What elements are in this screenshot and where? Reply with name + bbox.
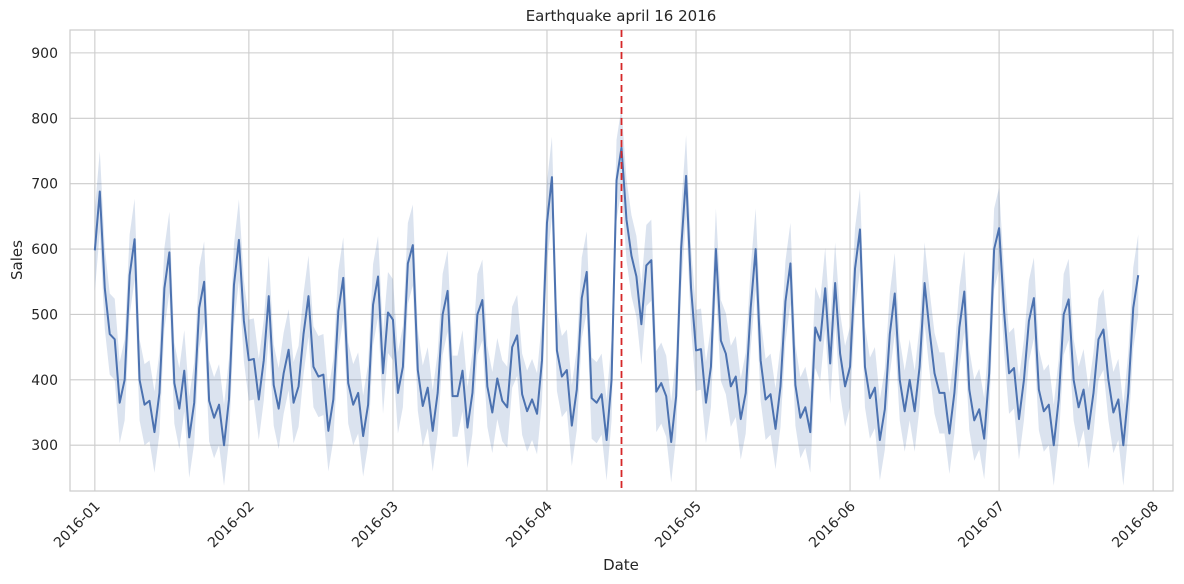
- x-tick-label: 2016-04: [503, 498, 556, 551]
- sales-line: [93, 146, 1140, 447]
- x-tick-label: 2016-05: [652, 499, 705, 552]
- x-tick-label: 2016-02: [205, 499, 258, 552]
- y-tick-label: 600: [31, 242, 58, 258]
- y-axis-title: Sales: [8, 240, 26, 280]
- y-tick-label: 900: [31, 46, 58, 62]
- plot-area: 300 400 500 600 700 800 900 2016-01 2016-02 2016-…: [31, 29, 1174, 552]
- y-tick-label: 800: [31, 111, 58, 127]
- x-tick-label: 2016-07: [955, 499, 1008, 552]
- x-axis-title: Date: [603, 556, 639, 574]
- y-tick-label: 700: [31, 177, 58, 193]
- x-tick-label: 2016-08: [1109, 499, 1162, 552]
- y-tick-label: 500: [31, 307, 58, 323]
- confidence-band: [94, 107, 1139, 486]
- chart-title: Earthquake april 16 2016: [526, 7, 717, 25]
- y-tick-label: 300: [31, 438, 58, 454]
- x-tick-label: 2016-01: [51, 499, 104, 552]
- x-tick-label: 2016-03: [349, 499, 402, 552]
- x-tick-label: 2016-06: [806, 498, 859, 551]
- y-tick-label: 400: [31, 373, 58, 389]
